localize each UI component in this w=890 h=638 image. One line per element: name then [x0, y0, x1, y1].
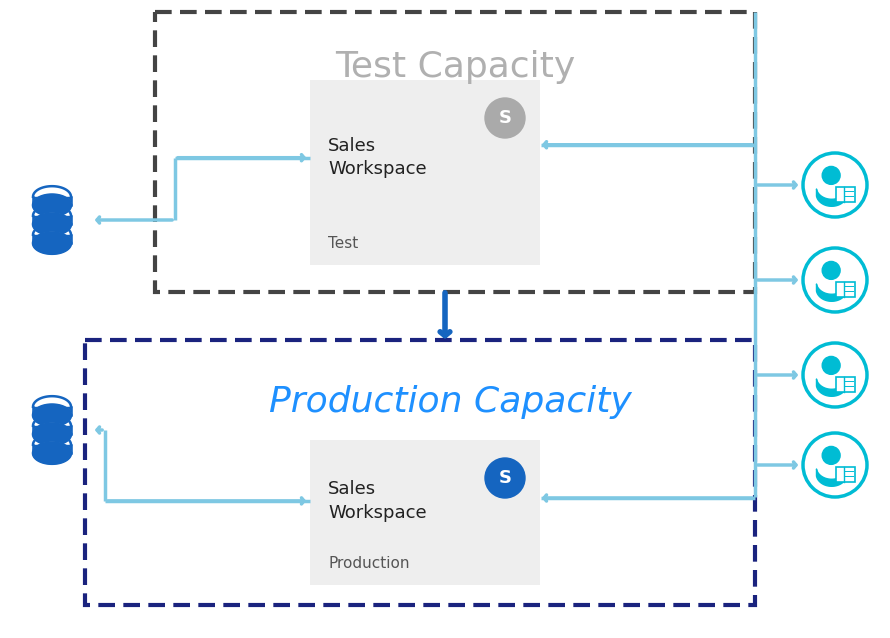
Polygon shape	[33, 232, 71, 254]
Polygon shape	[33, 404, 71, 426]
Polygon shape	[33, 195, 71, 216]
Polygon shape	[33, 407, 71, 415]
Polygon shape	[33, 216, 71, 224]
Circle shape	[822, 357, 840, 375]
Bar	[310, 80, 540, 265]
Text: Test Capacity: Test Capacity	[335, 50, 575, 84]
Text: S: S	[498, 469, 512, 487]
Text: Production: Production	[328, 556, 409, 570]
Polygon shape	[33, 232, 71, 254]
Polygon shape	[33, 214, 71, 235]
Circle shape	[803, 433, 867, 497]
Polygon shape	[33, 404, 71, 426]
Bar	[836, 376, 854, 392]
Circle shape	[822, 167, 840, 184]
Circle shape	[803, 153, 867, 217]
Circle shape	[822, 262, 840, 279]
Polygon shape	[33, 424, 71, 445]
Polygon shape	[33, 197, 71, 205]
Bar	[155, 12, 755, 292]
Text: Production Capacity: Production Capacity	[269, 385, 631, 419]
Bar	[836, 281, 854, 297]
Circle shape	[822, 447, 840, 464]
Polygon shape	[33, 443, 71, 464]
Text: Sales
Workspace: Sales Workspace	[328, 137, 426, 179]
Circle shape	[803, 343, 867, 407]
Polygon shape	[33, 445, 71, 453]
Bar	[85, 340, 755, 605]
Polygon shape	[33, 235, 71, 243]
Bar	[310, 440, 540, 585]
Polygon shape	[33, 443, 71, 464]
Text: S: S	[498, 109, 512, 127]
Bar	[836, 466, 854, 482]
Bar	[836, 186, 854, 202]
Text: Test: Test	[328, 235, 359, 251]
Polygon shape	[33, 195, 71, 216]
Polygon shape	[33, 426, 71, 434]
Circle shape	[485, 458, 525, 498]
Circle shape	[803, 248, 867, 312]
Polygon shape	[33, 214, 71, 235]
Circle shape	[485, 98, 525, 138]
Polygon shape	[33, 424, 71, 445]
Text: Sales
Workspace: Sales Workspace	[328, 480, 426, 522]
